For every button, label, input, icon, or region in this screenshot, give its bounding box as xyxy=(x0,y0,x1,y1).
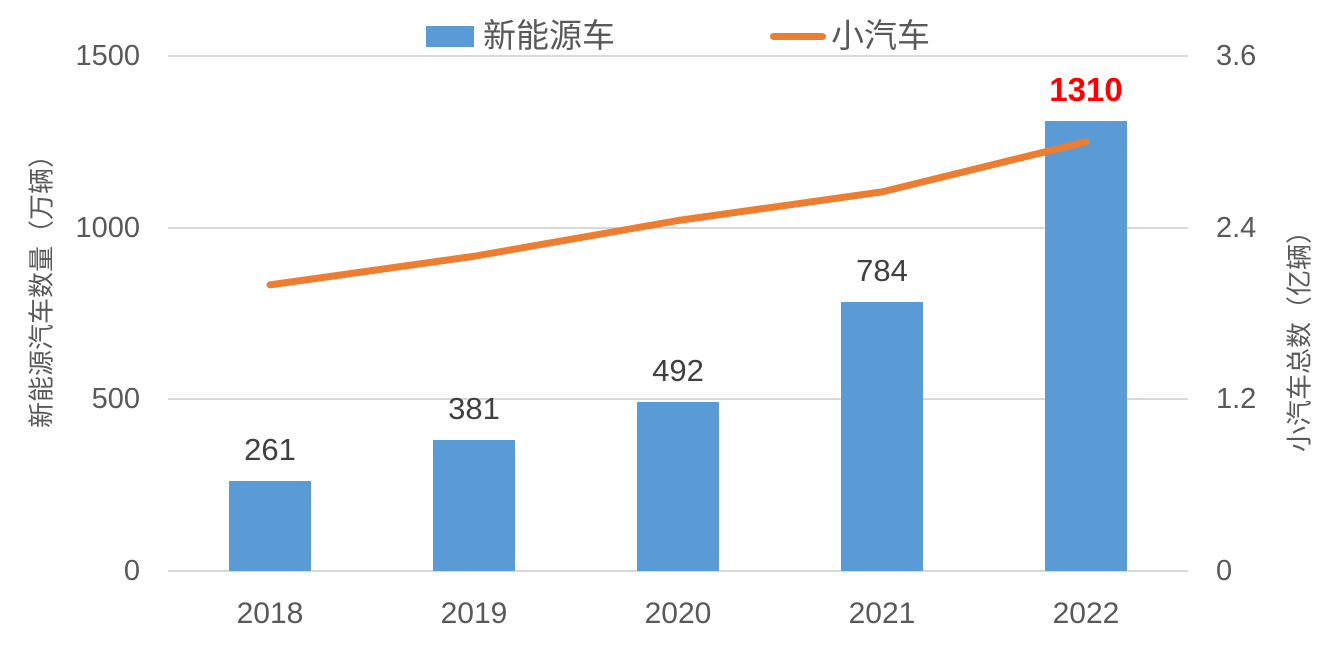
gridline xyxy=(168,226,1188,229)
right-axis-title: 小汽车总数（亿辆） xyxy=(1284,217,1315,453)
bar-value-label: 784 xyxy=(856,252,908,288)
y-tick-left: 1000 xyxy=(75,211,140,244)
bar-value-label: 381 xyxy=(448,391,500,427)
x-tick-label: 2018 xyxy=(236,597,304,630)
bar xyxy=(841,301,923,571)
x-tick-label: 2022 xyxy=(1052,597,1120,630)
y-tick-left: 500 xyxy=(91,383,140,416)
legend-label-line-series: 小汽车 xyxy=(831,17,930,54)
line-series xyxy=(266,138,1090,289)
x-tick-label: 2020 xyxy=(644,597,712,630)
x-tick-label: 2019 xyxy=(440,597,508,630)
y-tick-right: 0 xyxy=(1216,555,1233,587)
y-tick-left: 1500 xyxy=(75,40,140,72)
y-tick-right: 3.6 xyxy=(1216,40,1257,72)
gridline xyxy=(168,570,1188,572)
x-tick-label: 2021 xyxy=(848,597,916,630)
bar xyxy=(637,402,719,571)
plot-area: 261 381 492 784 1310 xyxy=(168,55,1188,572)
bar xyxy=(1045,121,1127,571)
bar-value-label: 261 xyxy=(244,432,296,468)
bar-value-label: 1310 xyxy=(1049,71,1123,109)
bar-series-swatch-icon xyxy=(426,25,474,47)
y-tick-right: 2.4 xyxy=(1216,211,1257,244)
bar xyxy=(229,481,311,571)
legend-label-bar-series: 新能源车 xyxy=(483,17,615,54)
y-tick-left: 0 xyxy=(123,555,140,587)
legend-item-bar-series: 新能源车 xyxy=(426,18,615,54)
legend-item-line-series: 小汽车 xyxy=(770,18,930,54)
gridline xyxy=(168,55,1188,57)
bar-value-label: 492 xyxy=(652,353,704,389)
bar xyxy=(433,440,515,571)
gridline xyxy=(168,398,1188,401)
line-series-swatch-icon xyxy=(770,32,826,40)
legend: 新能源车 小汽车 xyxy=(168,15,1188,57)
y-tick-right: 1.2 xyxy=(1216,383,1257,416)
